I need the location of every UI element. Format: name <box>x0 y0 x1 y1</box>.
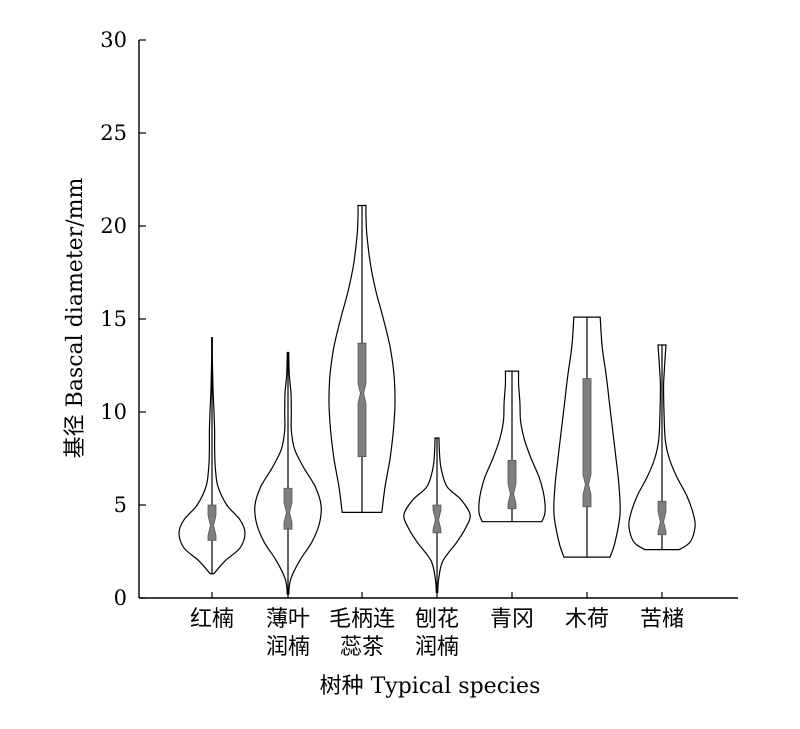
y-tick-label: 20 <box>100 214 127 238</box>
violins <box>178 204 696 595</box>
violin-group <box>628 344 696 551</box>
x-tick-label: 毛柄连蕊茶 <box>329 607 395 660</box>
y-ticks: 0 5 10 15 20 25 30 <box>100 28 146 610</box>
violin-group <box>254 351 322 595</box>
violin-group <box>553 316 621 558</box>
y-tick-label: 25 <box>100 121 127 145</box>
x-tick-label: 苦槠 <box>640 607 684 632</box>
y-axis-title: 基径 Bascal diameter/mm <box>63 178 88 459</box>
box-iqr <box>507 459 517 510</box>
x-tick-label: 青冈 <box>490 607 534 632</box>
box-iqr <box>582 378 592 508</box>
y-tick-label: 5 <box>114 493 127 517</box>
box-iqr <box>283 487 293 530</box>
y-tick-label: 0 <box>114 586 127 610</box>
box-iqr <box>357 342 367 458</box>
x-tick-label: 红楠 <box>190 607 234 632</box>
violin-group <box>478 370 546 523</box>
x-tick-label: 木荷 <box>565 607 609 632</box>
violin-group <box>328 204 396 513</box>
y-tick-label: 15 <box>100 307 127 331</box>
y-tick-label: 10 <box>100 400 127 424</box>
y-tick-label: 30 <box>100 28 127 52</box>
x-tick-label: 刨花润楠 <box>415 607 459 660</box>
violin-group <box>403 437 471 593</box>
box-iqr <box>432 504 442 534</box>
violin-group <box>178 337 246 575</box>
box-iqr <box>657 500 667 536</box>
x-axis-title: 树种 Typical species <box>320 674 541 699</box>
box-iqr <box>207 504 217 541</box>
x-tick-label: 薄叶润楠 <box>266 607 310 660</box>
